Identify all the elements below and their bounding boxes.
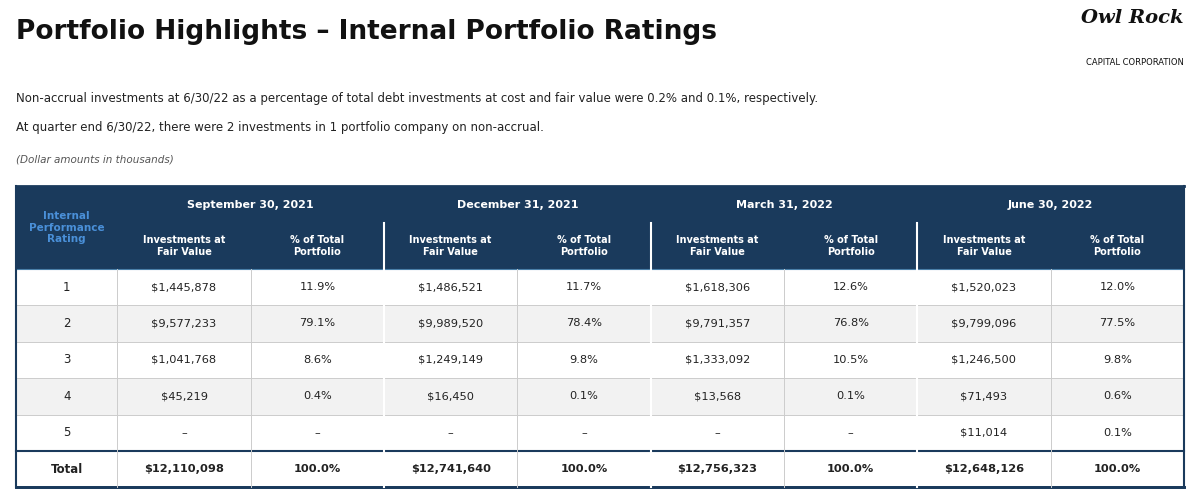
Bar xyxy=(16,269,1184,305)
Text: $9,791,357: $9,791,357 xyxy=(685,319,750,329)
Text: –: – xyxy=(714,428,720,438)
Text: 100.0%: 100.0% xyxy=(827,464,875,474)
Bar xyxy=(16,305,1184,342)
Text: 4: 4 xyxy=(62,390,71,403)
Text: 78.4%: 78.4% xyxy=(566,319,602,329)
Text: % of Total
Portfolio: % of Total Portfolio xyxy=(1090,235,1145,256)
Text: September 30, 2021: September 30, 2021 xyxy=(187,200,314,209)
Text: 100.0%: 100.0% xyxy=(1093,464,1141,474)
Text: $12,110,098: $12,110,098 xyxy=(144,464,224,474)
Text: 0.1%: 0.1% xyxy=(1103,428,1132,438)
Text: –: – xyxy=(314,428,320,438)
Text: Investments at
Fair Value: Investments at Fair Value xyxy=(409,235,492,256)
Bar xyxy=(1050,223,1184,269)
Text: $1,333,092: $1,333,092 xyxy=(685,355,750,365)
Text: 10.5%: 10.5% xyxy=(833,355,869,365)
Text: $1,041,768: $1,041,768 xyxy=(151,355,216,365)
Text: Non-accrual investments at 6/30/22 as a percentage of total debt investments at : Non-accrual investments at 6/30/22 as a … xyxy=(16,91,818,105)
Bar xyxy=(16,342,1184,378)
Text: 2: 2 xyxy=(62,317,71,330)
Text: % of Total
Portfolio: % of Total Portfolio xyxy=(823,235,877,256)
Text: 5: 5 xyxy=(64,426,71,439)
Text: 9.8%: 9.8% xyxy=(570,355,599,365)
Text: –: – xyxy=(847,428,853,438)
Text: $1,249,149: $1,249,149 xyxy=(418,355,484,365)
Bar xyxy=(118,223,251,269)
Text: $9,989,520: $9,989,520 xyxy=(418,319,484,329)
Bar xyxy=(16,378,1184,414)
Bar xyxy=(917,223,1050,269)
Text: $12,756,323: $12,756,323 xyxy=(677,464,757,474)
Text: 3: 3 xyxy=(64,353,71,367)
Text: $1,246,500: $1,246,500 xyxy=(952,355,1016,365)
Text: 0.1%: 0.1% xyxy=(836,391,865,401)
Text: $71,493: $71,493 xyxy=(960,391,1008,401)
Text: 11.9%: 11.9% xyxy=(299,282,336,292)
Text: (Dollar amounts in thousands): (Dollar amounts in thousands) xyxy=(16,155,174,165)
Text: % of Total
Portfolio: % of Total Portfolio xyxy=(290,235,344,256)
Text: CAPITAL CORPORATION: CAPITAL CORPORATION xyxy=(1086,58,1184,67)
Text: $12,648,126: $12,648,126 xyxy=(944,464,1024,474)
Text: Investments at
Fair Value: Investments at Fair Value xyxy=(143,235,226,256)
Text: 76.8%: 76.8% xyxy=(833,319,869,329)
Text: –: – xyxy=(181,428,187,438)
Text: Internal
Performance
Rating: Internal Performance Rating xyxy=(29,211,104,244)
Bar xyxy=(650,223,784,269)
Text: $12,741,640: $12,741,640 xyxy=(410,464,491,474)
Text: $9,799,096: $9,799,096 xyxy=(952,319,1016,329)
Text: 12.0%: 12.0% xyxy=(1099,282,1135,292)
Text: 0.4%: 0.4% xyxy=(302,391,331,401)
Text: 11.7%: 11.7% xyxy=(566,282,602,292)
Text: Total: Total xyxy=(50,463,83,476)
Bar xyxy=(251,223,384,269)
Text: Portfolio Highlights – Internal Portfolio Ratings: Portfolio Highlights – Internal Portfoli… xyxy=(16,19,718,45)
Text: 100.0%: 100.0% xyxy=(294,464,341,474)
Text: Owl Rock: Owl Rock xyxy=(1081,9,1184,27)
Text: $1,618,306: $1,618,306 xyxy=(685,282,750,292)
Bar xyxy=(784,223,917,269)
Text: Investments at
Fair Value: Investments at Fair Value xyxy=(676,235,758,256)
Text: $9,577,233: $9,577,233 xyxy=(151,319,217,329)
Text: 8.6%: 8.6% xyxy=(302,355,331,365)
Text: December 31, 2021: December 31, 2021 xyxy=(456,200,578,209)
Bar xyxy=(118,186,384,223)
Bar xyxy=(917,186,1184,223)
Text: $1,486,521: $1,486,521 xyxy=(418,282,484,292)
Text: 12.6%: 12.6% xyxy=(833,282,869,292)
Text: 0.6%: 0.6% xyxy=(1103,391,1132,401)
Text: 1: 1 xyxy=(62,281,71,293)
Bar xyxy=(517,223,650,269)
Text: 100.0%: 100.0% xyxy=(560,464,607,474)
Text: March 31, 2022: March 31, 2022 xyxy=(736,200,833,209)
Text: $1,445,878: $1,445,878 xyxy=(151,282,216,292)
Text: $1,520,023: $1,520,023 xyxy=(952,282,1016,292)
Text: 9.8%: 9.8% xyxy=(1103,355,1132,365)
Text: –: – xyxy=(581,428,587,438)
Bar xyxy=(650,186,917,223)
Bar xyxy=(384,223,517,269)
Bar xyxy=(16,414,1184,451)
Text: % of Total
Portfolio: % of Total Portfolio xyxy=(557,235,611,256)
Text: –: – xyxy=(448,428,454,438)
Text: At quarter end 6/30/22, there were 2 investments in 1 portfolio company on non-a: At quarter end 6/30/22, there were 2 inv… xyxy=(16,121,544,134)
Text: $13,568: $13,568 xyxy=(694,391,740,401)
Text: $16,450: $16,450 xyxy=(427,391,474,401)
Text: 77.5%: 77.5% xyxy=(1099,319,1135,329)
Text: Investments at
Fair Value: Investments at Fair Value xyxy=(943,235,1025,256)
Text: $45,219: $45,219 xyxy=(161,391,208,401)
Text: June 30, 2022: June 30, 2022 xyxy=(1008,200,1093,209)
Text: $11,014: $11,014 xyxy=(960,428,1008,438)
Bar xyxy=(16,186,118,269)
Bar xyxy=(384,186,650,223)
Bar xyxy=(16,451,1184,488)
Text: 79.1%: 79.1% xyxy=(299,319,336,329)
Text: 0.1%: 0.1% xyxy=(570,391,599,401)
